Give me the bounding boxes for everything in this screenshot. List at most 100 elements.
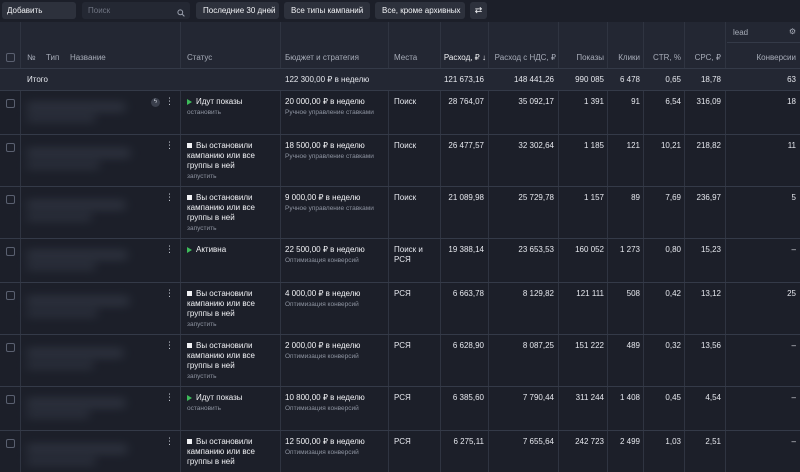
table-row[interactable]: ⋮ Вы остановили кампанию или все группы … — [0, 334, 800, 386]
row-checkbox[interactable] — [6, 343, 15, 352]
row-checkbox[interactable] — [6, 395, 15, 404]
period-label: Последние 30 дней — [203, 6, 276, 15]
row-menu-icon[interactable]: ⋮ — [165, 340, 174, 350]
impressions: 151 222 — [575, 341, 604, 350]
col-clicks[interactable]: Клики — [618, 53, 640, 62]
col-places[interactable]: Места — [394, 53, 418, 62]
status-text: Вы остановили кампанию или все группы в … — [187, 141, 255, 170]
row-menu-icon[interactable]: ⋮ — [165, 436, 174, 446]
col-name[interactable]: Название — [70, 53, 106, 62]
total-spend-vat: 148 441,26 — [513, 75, 554, 84]
table-row[interactable]: ⋮ Вы остановили кампанию или все группы … — [0, 430, 800, 472]
budget-value: 4 000,00 ₽ в неделю — [285, 289, 361, 298]
col-type[interactable]: Тип — [46, 53, 60, 62]
col-spend-vat[interactable]: Расход с НДС, ₽ — [494, 53, 556, 62]
budget-cell[interactable]: 9 000,00 ₽ в неделю Ручное управление ст… — [285, 193, 374, 212]
cpc: 2,51 — [705, 437, 721, 446]
campaign-id-redacted — [26, 263, 96, 269]
period-dropdown[interactable]: Последние 30 дней ⌄ — [196, 2, 279, 19]
conversions: – — [791, 245, 796, 254]
status-text: Вы остановили кампанию или все группы в … — [187, 193, 255, 222]
spend-vat: 35 092,17 — [518, 97, 554, 106]
strategy-text: Оптимизация конверсий — [285, 301, 359, 308]
strategy-text: Ручное управление ставками — [285, 153, 374, 160]
clicks: 1 273 — [619, 245, 640, 254]
conversions: 5 — [791, 193, 796, 202]
budget-cell[interactable]: 4 000,00 ₽ в неделю Оптимизация конверси… — [285, 289, 360, 308]
clicks: 121 — [626, 141, 640, 150]
row-menu-icon[interactable]: ⋮ — [165, 96, 174, 106]
cpc: 218,82 — [696, 141, 721, 150]
budget-cell[interactable]: 22 500,00 ₽ в неделю Оптимизация конверс… — [285, 245, 365, 264]
conversions: 18 — [787, 97, 796, 106]
budget-value: 22 500,00 ₽ в неделю — [285, 245, 365, 254]
table-row[interactable]: ⋮ Вы остановили кампанию или все группы … — [0, 134, 800, 186]
row-checkbox[interactable] — [6, 195, 15, 204]
spend: 6 385,60 — [452, 393, 484, 402]
table-row[interactable]: ⋮ Идут показы остановить 10 800,00 ₽ в н… — [0, 386, 800, 430]
row-menu-icon[interactable]: ⋮ — [165, 392, 174, 402]
select-all-checkbox[interactable] — [6, 53, 15, 62]
col-num[interactable]: № — [27, 53, 36, 62]
table-row[interactable]: ϟ ⋮ Идут показы остановить 20 000,00 ₽ в… — [0, 90, 800, 134]
row-checkbox[interactable] — [6, 99, 15, 108]
strategy-text: Оптимизация конверсий — [285, 353, 359, 360]
row-checkbox[interactable] — [6, 439, 15, 448]
row-checkbox[interactable] — [6, 143, 15, 152]
archive-filter-dropdown[interactable]: Все, кроме архивных ⌄ — [375, 2, 465, 19]
add-campaign-button[interactable]: Добавить кампанию — [2, 2, 76, 32]
places: Поиск — [394, 193, 417, 202]
row-menu-icon[interactable]: ⋮ — [165, 192, 174, 202]
col-spend[interactable]: Расход, ₽ ↓ — [443, 53, 486, 62]
campaign-name-redacted — [26, 103, 126, 111]
col-divider — [684, 22, 685, 472]
row-menu-icon[interactable]: ⋮ — [165, 244, 174, 254]
row-menu-icon[interactable]: ⋮ — [165, 288, 174, 298]
status-text: Вы остановили кампанию или все группы в … — [187, 341, 255, 370]
status-action-link[interactable]: запустить — [187, 321, 217, 328]
places: РСЯ — [394, 341, 411, 350]
total-row: Итого 122 300,00 ₽ в неделю 121 673,16 1… — [0, 68, 800, 90]
table-row[interactable]: ⋮ Активна 22 500,00 ₽ в неделю Оптимизац… — [0, 238, 800, 282]
row-menu-icon[interactable]: ⋮ — [165, 140, 174, 150]
strategy-text: Оптимизация конверсий — [285, 449, 359, 456]
budget-cell[interactable]: 18 500,00 ₽ в неделю Ручное управление с… — [285, 141, 374, 160]
swap-icon[interactable]: ⇄ — [470, 2, 487, 19]
campaign-name-redacted — [26, 297, 130, 305]
budget-cell[interactable]: 20 000,00 ₽ в неделю Ручное управление с… — [285, 97, 374, 116]
places: Поиск и РСЯ — [394, 245, 423, 264]
search-input[interactable]: Поиск — [82, 2, 190, 19]
clicks: 91 — [631, 97, 640, 106]
col-cpc[interactable]: CPC, ₽ — [694, 53, 721, 62]
status-action-link[interactable]: остановить — [187, 109, 222, 116]
status-action-link[interactable]: запустить — [187, 373, 217, 380]
chevron-down-icon: ⌄ — [358, 7, 364, 14]
col-divider — [388, 22, 389, 472]
row-checkbox[interactable] — [6, 291, 15, 300]
gear-icon[interactable]: ⚙ — [788, 27, 796, 36]
col-impressions[interactable]: Показы — [576, 53, 604, 62]
table-row[interactable]: ⋮ Вы остановили кампанию или все группы … — [0, 282, 800, 334]
col-budget[interactable]: Бюджет и стратегия — [285, 53, 359, 62]
status-action-link[interactable]: запустить — [187, 225, 217, 232]
col-divider — [725, 22, 726, 472]
row-checkbox[interactable] — [6, 247, 15, 256]
status-cell: Вы остановили кампанию или все группы в … — [187, 341, 269, 380]
status-cell: Вы остановили кампанию или все группы в … — [187, 141, 269, 180]
campaign-id-redacted — [26, 362, 94, 368]
col-conversions[interactable]: Конверсии — [756, 53, 796, 62]
cpc: 13,12 — [700, 289, 721, 298]
col-status[interactable]: Статус — [187, 53, 213, 62]
status-action-link[interactable]: остановить — [187, 405, 222, 412]
campaign-types-dropdown[interactable]: Все типы кампаний ⌄ — [284, 2, 370, 19]
spend-vat: 25 729,78 — [518, 193, 554, 202]
lightning-icon[interactable]: ϟ — [151, 98, 160, 107]
col-divider — [20, 22, 21, 472]
budget-cell[interactable]: 10 800,00 ₽ в неделю Оптимизация конверс… — [285, 393, 365, 412]
budget-cell[interactable]: 2 000,00 ₽ в неделю Оптимизация конверси… — [285, 341, 360, 360]
status-action-link[interactable]: запустить — [187, 173, 217, 180]
cpc: 316,09 — [696, 97, 721, 106]
budget-cell[interactable]: 12 500,00 ₽ в неделю Оптимизация конверс… — [285, 437, 365, 456]
col-ctr[interactable]: CTR, % — [653, 53, 681, 62]
table-row[interactable]: ⋮ Вы остановили кампанию или все группы … — [0, 186, 800, 238]
